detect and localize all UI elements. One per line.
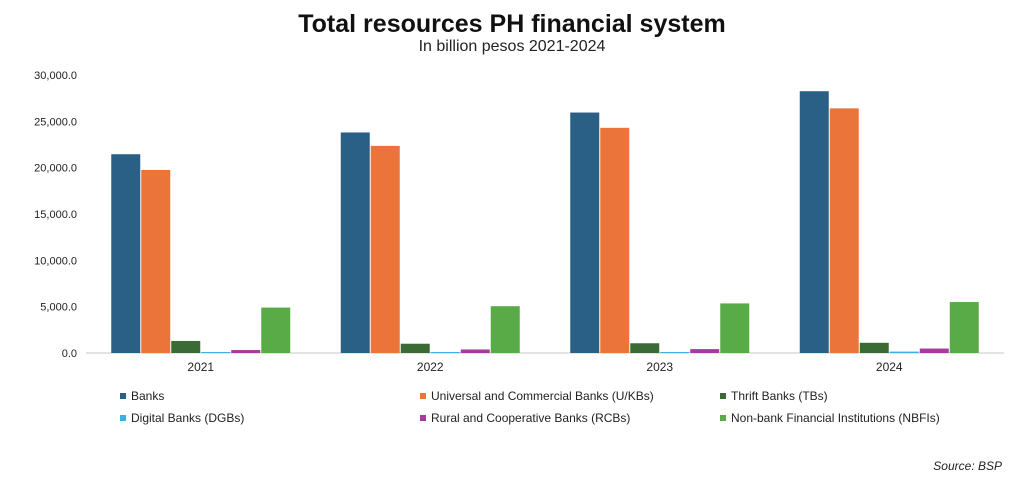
legend-label: Banks	[131, 389, 165, 403]
legend-label: Rural and Cooperative Banks (RCBs)	[431, 411, 631, 425]
bar-digital-banks-dgbs-2022	[430, 352, 460, 353]
legend-item-ukbs: Universal and Commercial Banks (U/KBs)	[420, 388, 720, 404]
y-tick-label: 20,000.0	[34, 163, 77, 175]
x-tick-label: 2023	[646, 360, 673, 374]
bar-non-bank-financial-institutions-nbfis-2024	[949, 302, 979, 353]
legend-swatch	[720, 415, 726, 421]
bar-universal-and-commercial-banks-u-kbs-2021	[141, 169, 171, 353]
source-note: Source: BSP	[933, 459, 1002, 473]
bar-thrift-banks-tbs-2024	[859, 342, 889, 353]
legend-item-nbfis: Non-bank Financial Institutions (NBFIs)	[720, 410, 980, 426]
y-tick-label: 25,000.0	[34, 116, 77, 128]
x-tick-label: 2022	[417, 360, 444, 374]
legend-item-tbs: Thrift Banks (TBs)	[720, 388, 980, 404]
y-tick-label: 15,000.0	[34, 209, 77, 221]
x-tick-label: 2021	[187, 360, 214, 374]
bar-rural-and-cooperative-banks-rcbs-2023	[690, 349, 720, 353]
bar-thrift-banks-tbs-2023	[630, 343, 660, 353]
y-tick-label: 30,000.0	[34, 70, 77, 82]
legend-swatch	[720, 393, 726, 399]
bar-digital-banks-dgbs-2024	[889, 351, 919, 353]
legend-label: Thrift Banks (TBs)	[731, 389, 828, 403]
bar-banks-2024	[799, 91, 829, 353]
legend: Banks Universal and Commercial Banks (U/…	[120, 388, 980, 426]
bar-universal-and-commercial-banks-u-kbs-2024	[829, 108, 859, 353]
bar-non-bank-financial-institutions-nbfis-2021	[261, 307, 291, 353]
y-tick-label: 10,000.0	[34, 255, 77, 267]
legend-swatch	[120, 415, 126, 421]
bar-thrift-banks-tbs-2021	[171, 340, 201, 353]
x-tick-label: 2024	[876, 360, 903, 374]
legend-item-dgbs: Digital Banks (DGBs)	[120, 410, 420, 426]
chart-title: Total resources PH financial system	[298, 10, 726, 38]
bar-rural-and-cooperative-banks-rcbs-2021	[231, 350, 261, 353]
bar-thrift-banks-tbs-2022	[400, 343, 430, 353]
bar-rural-and-cooperative-banks-rcbs-2024	[919, 348, 949, 353]
bar-universal-and-commercial-banks-u-kbs-2022	[370, 145, 400, 353]
y-tick-label: 5,000.0	[40, 302, 77, 314]
bar-chart: 0.0 5,000.0 10,000.0 15,000.0 20,000.0 25,000…	[34, 70, 1004, 374]
bar-universal-and-commercial-banks-u-kbs-2023	[600, 127, 630, 353]
legend-swatch	[120, 393, 126, 399]
legend-item-rcbs: Rural and Cooperative Banks (RCBs)	[420, 410, 720, 426]
legend-swatch	[420, 415, 426, 421]
bar-non-bank-financial-institutions-nbfis-2023	[720, 303, 750, 353]
legend-label: Universal and Commercial Banks (U/KBs)	[431, 389, 654, 403]
bar-digital-banks-dgbs-2023	[660, 352, 690, 353]
bar-rural-and-cooperative-banks-rcbs-2022	[460, 349, 490, 353]
legend-label: Digital Banks (DGBs)	[131, 411, 245, 425]
bar-banks-2022	[340, 132, 370, 353]
legend-label: Non-bank Financial Institutions (NBFIs)	[731, 411, 940, 425]
bar-banks-2021	[111, 154, 141, 353]
legend-item-banks: Banks	[120, 388, 420, 404]
chart-subtitle: In billion pesos 2021-2024	[418, 38, 606, 55]
bar-non-bank-financial-institutions-nbfis-2022	[490, 306, 520, 353]
y-tick-label: 0.0	[62, 348, 77, 360]
bar-digital-banks-dgbs-2021	[201, 352, 231, 353]
legend-swatch	[420, 393, 426, 399]
bar-banks-2023	[570, 112, 600, 353]
